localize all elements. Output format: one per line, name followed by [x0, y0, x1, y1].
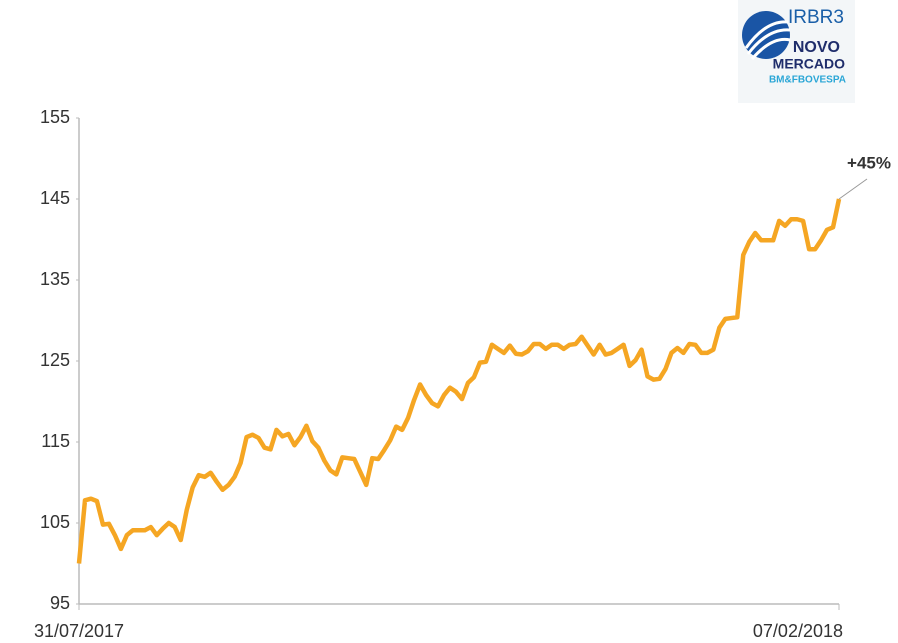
annotation-leader	[838, 178, 868, 200]
logo: IRBR3 NOVO MERCADO BM&FBOVESPA	[738, 0, 855, 103]
logo-text: MERCADO	[773, 56, 845, 72]
logo-text: NOVO	[793, 39, 840, 56]
y-tick-label: 135	[40, 269, 70, 289]
x-tick-label: 31/07/2017	[34, 621, 124, 641]
x-tick-label: 07/02/2018	[753, 621, 843, 641]
y-tick-label: 145	[40, 188, 70, 208]
y-tick-label: 115	[41, 431, 70, 451]
y-tick-label: 155	[40, 107, 70, 127]
y-tick-label: 125	[40, 350, 70, 370]
y-tick-label: 95	[50, 593, 70, 613]
y-tick-label: 105	[40, 512, 70, 532]
logo-stripes	[744, 20, 791, 60]
line-series	[76, 198, 842, 564]
logo-text: BM&FBOVESPA	[769, 75, 846, 86]
annotation: +45%	[847, 153, 891, 172]
logo-ticker: IRBR3	[788, 7, 844, 28]
